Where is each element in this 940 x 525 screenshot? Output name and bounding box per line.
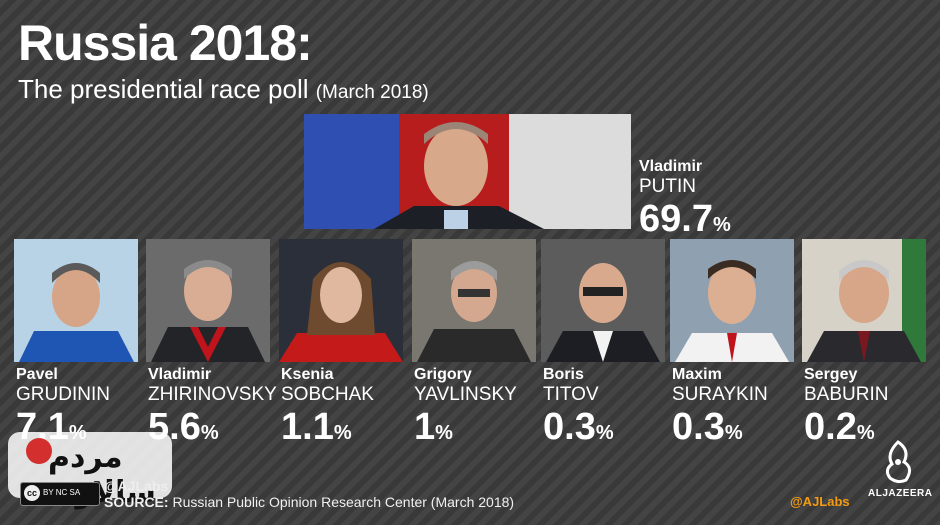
source-label: SOURCE:: [104, 494, 169, 510]
poll-value: 0.2%: [804, 408, 926, 446]
subtitle-text: The presidential race poll: [18, 74, 309, 104]
poll-value: 1%: [414, 408, 536, 446]
first-name: Vladimir: [639, 158, 703, 175]
candidate-card-sobchak: Ksenia SOBCHAK 1.1%: [279, 239, 403, 446]
source-text: Russian Public Opinion Research Center (…: [172, 494, 515, 510]
candidate-label: Grigory YAVLINSKY 1%: [412, 366, 536, 446]
aljazeera-logo-icon: [885, 440, 911, 484]
candidate-card-baburin: Sergey BABURIN 0.2%: [802, 239, 926, 446]
candidate-photo-baburin: [802, 239, 926, 362]
watermark-text: مردم سالاری: [48, 440, 156, 510]
candidate-card-grudinin: Pavel GRUDININ 7.1%: [14, 239, 138, 446]
candidate-label: Sergey BABURIN 0.2%: [802, 366, 926, 446]
last-name: TITOV: [543, 384, 599, 405]
percent-sign: %: [724, 422, 743, 444]
license-text: BY NC SA: [43, 488, 81, 497]
first-name: Grigory: [414, 366, 472, 383]
creative-commons-badge: cc BY NC SA: [20, 482, 100, 506]
candidate-card-suraykin: Maxim SURAYKIN 0.3%: [670, 239, 794, 446]
source-line: SOURCE: Russian Public Opinion Research …: [104, 494, 514, 510]
candidate-photo-titov: [541, 239, 665, 362]
last-name: PUTIN: [639, 176, 696, 197]
last-name: YAVLINSKY: [414, 384, 517, 405]
page-title: Russia 2018:: [18, 15, 313, 71]
first-name: Ksenia: [281, 366, 334, 383]
candidate-label: Maxim SURAYKIN 0.3%: [670, 366, 794, 446]
first-name: Pavel: [16, 366, 58, 383]
aljazeera-logo: ALJAZEERA: [868, 440, 933, 510]
first-name: Boris: [543, 366, 584, 383]
creative-commons-icon: cc: [24, 485, 40, 501]
poll-value-number: 1.1: [281, 406, 334, 448]
subtitle-date: (March 2018): [315, 82, 429, 103]
first-name: Vladimir: [148, 366, 212, 383]
first-name: Maxim: [672, 366, 722, 383]
candidate-card-titov: Boris TITOV 0.3%: [541, 239, 665, 446]
first-name: Sergey: [804, 366, 858, 383]
watermark-badge: [26, 438, 52, 464]
candidate-photo-zhirinovsky: [146, 239, 270, 362]
putin-portrait: [304, 114, 631, 229]
aj-labs-handle-right: @AJLabs: [790, 494, 850, 509]
percent-sign: %: [435, 422, 453, 444]
last-name: SOBCHAK: [281, 384, 374, 405]
aljazeera-logo-text: ALJAZEERA: [868, 488, 933, 499]
poll-value: 1.1%: [281, 408, 403, 446]
candidate-label: Ksenia SOBCHAK 1.1%: [279, 366, 403, 446]
candidate-photo-putin: [304, 114, 631, 229]
candidate-photo-sobchak: [279, 239, 403, 362]
candidate-label-putin: Vladimir PUTIN 69.7%: [639, 158, 731, 238]
last-name: BABURIN: [804, 384, 889, 405]
percent-sign: %: [595, 422, 614, 444]
poll-value-number: 0.3: [672, 406, 725, 448]
page-subtitle: The presidential race poll (March 2018): [18, 76, 429, 102]
poll-value-number: 0.2: [804, 406, 857, 448]
percent-sign: %: [712, 214, 731, 236]
poll-value: 69.7%: [639, 200, 731, 238]
candidate-photo-grudinin: [14, 239, 138, 362]
poll-value-number: 1: [414, 406, 436, 448]
poll-value: 0.3%: [672, 408, 794, 446]
candidate-card-zhirinovsky: Vladimir ZHIRINOVSKY 5.6%: [146, 239, 277, 446]
percent-sign: %: [856, 422, 875, 444]
candidate-photo-suraykin: [670, 239, 794, 362]
poll-value-number: 0.3: [543, 406, 596, 448]
candidate-card-yavlinsky: Grigory YAVLINSKY 1%: [412, 239, 536, 446]
last-name: GRUDININ: [16, 384, 110, 405]
aj-labs-handle-left: @AJLabs: [104, 478, 169, 494]
percent-sign: %: [200, 422, 219, 444]
candidate-photo-yavlinsky: [412, 239, 536, 362]
candidate-label: Boris TITOV 0.3%: [541, 366, 665, 446]
poll-value: 0.3%: [543, 408, 665, 446]
poll-value-number: 69.7: [639, 198, 713, 240]
percent-sign: %: [333, 422, 352, 444]
last-name: SURAYKIN: [672, 384, 768, 405]
last-name: ZHIRINOVSKY: [148, 384, 277, 405]
